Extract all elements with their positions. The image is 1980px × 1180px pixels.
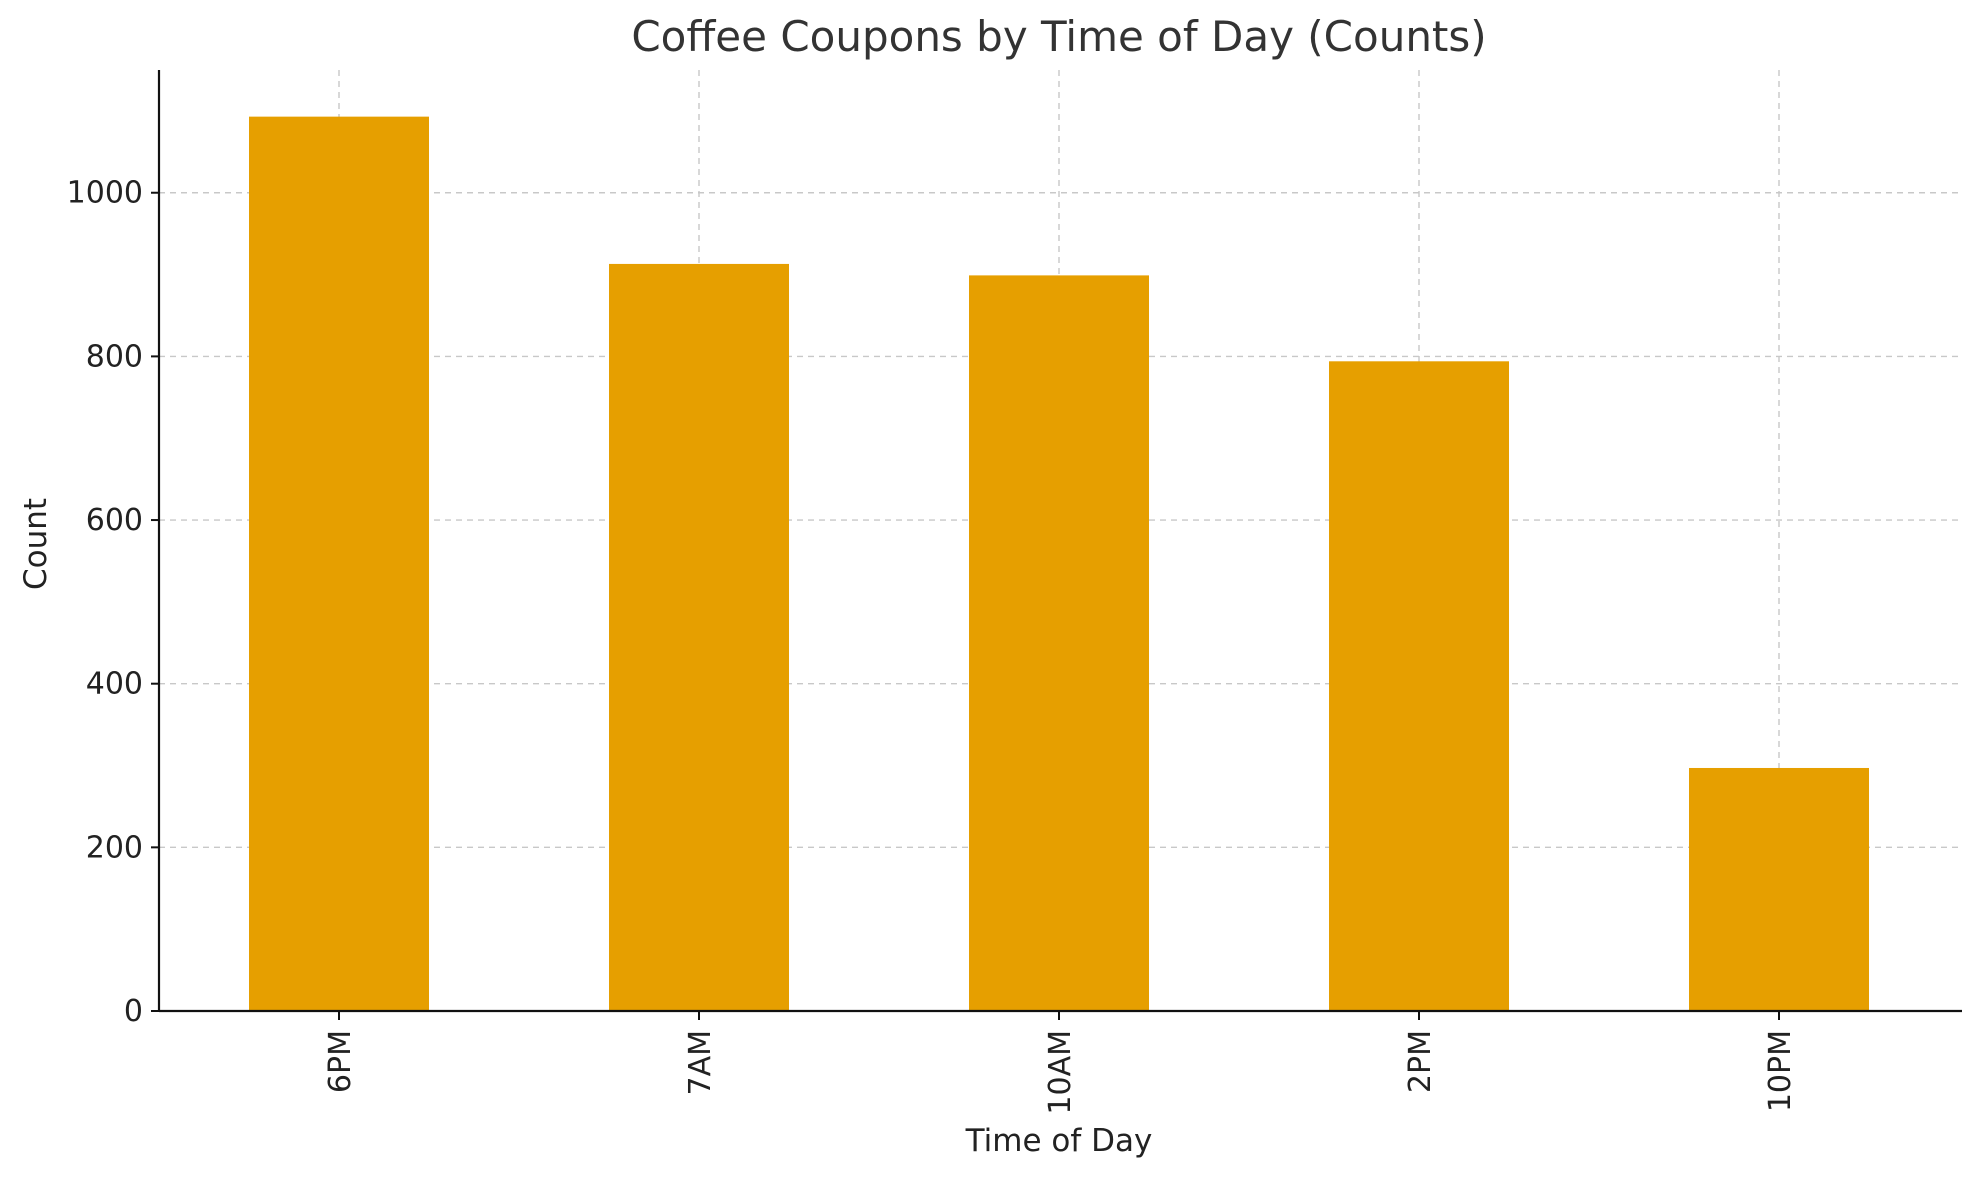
y-tick-label: 400 [86,667,143,702]
axes [157,70,1962,1013]
chart-title: Coffee Coupons by Time of Day (Counts) [631,12,1486,61]
x-tick-label: 10PM [1763,1030,1798,1112]
x-tick-label: 10AM [1043,1030,1078,1115]
x-axis-label: Time of Day [965,1123,1153,1159]
bar [1689,767,1869,1011]
x-tick-label: 7AM [683,1030,718,1096]
bar [249,116,429,1011]
bar [969,275,1149,1011]
y-tick-label: 200 [86,830,143,865]
y-tick-label: 600 [86,503,143,538]
y-tick-label: 800 [86,339,143,374]
y-axis-label: Count [18,498,54,590]
ticks: 0 200 400 600 800 1000 6PM 7AM 10AM 2PM 10PM [67,176,1798,1115]
x-tick-label: 2PM [1403,1030,1438,1093]
y-tick-label: 1000 [67,176,143,211]
x-tick-label: 6PM [323,1030,358,1093]
bar [1329,361,1509,1011]
bar [609,263,789,1011]
bars [249,116,1869,1011]
y-tick-label: 0 [124,994,143,1029]
